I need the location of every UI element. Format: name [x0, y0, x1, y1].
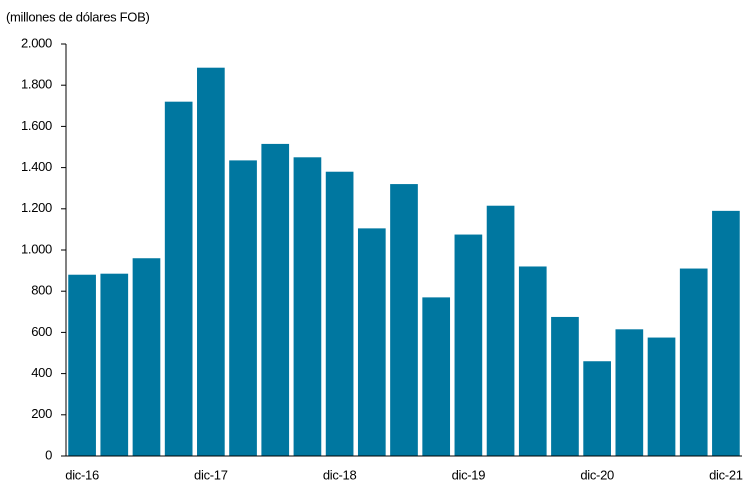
y-tick-label: 1.000 [21, 241, 52, 256]
y-axis-label: (millones de dólares FOB) [6, 9, 150, 24]
bar [712, 210, 740, 456]
bar [325, 171, 354, 456]
bar [390, 184, 418, 456]
bar [486, 205, 515, 456]
y-tick-label: 800 [31, 283, 52, 298]
y-tick-label: 1.600 [21, 118, 52, 133]
x-tick-label: dic-17 [194, 467, 228, 482]
bar [229, 160, 257, 456]
bar [293, 157, 322, 457]
y-tick-label: 2.000 [21, 35, 52, 50]
bar [518, 266, 547, 456]
bar [100, 273, 129, 456]
x-tick-label: dic-21 [709, 467, 743, 482]
x-tick-label: dic-20 [580, 467, 614, 482]
y-tick-label: 200 [31, 406, 52, 421]
y-tick-label: 1.800 [21, 77, 52, 92]
y-tick-label: 1.200 [21, 200, 52, 215]
x-tick-label: dic-18 [323, 467, 357, 482]
bar [454, 234, 483, 456]
bar [679, 268, 708, 456]
x-tick-label: dic-16 [65, 467, 99, 482]
bar [583, 361, 611, 456]
bar [132, 258, 161, 456]
bar [647, 337, 676, 456]
bar [197, 67, 225, 456]
bar [68, 274, 96, 456]
y-tick-label: 0 [45, 447, 52, 462]
bar [615, 329, 644, 456]
bar [422, 297, 451, 456]
x-tick-label: dic-19 [452, 467, 486, 482]
y-tick-label: 400 [31, 365, 52, 380]
bar [164, 101, 193, 457]
bar [357, 228, 386, 456]
y-tick-label: 600 [31, 324, 52, 339]
y-tick-label: 1.400 [21, 159, 52, 174]
bar [261, 143, 290, 456]
bar [551, 316, 579, 456]
